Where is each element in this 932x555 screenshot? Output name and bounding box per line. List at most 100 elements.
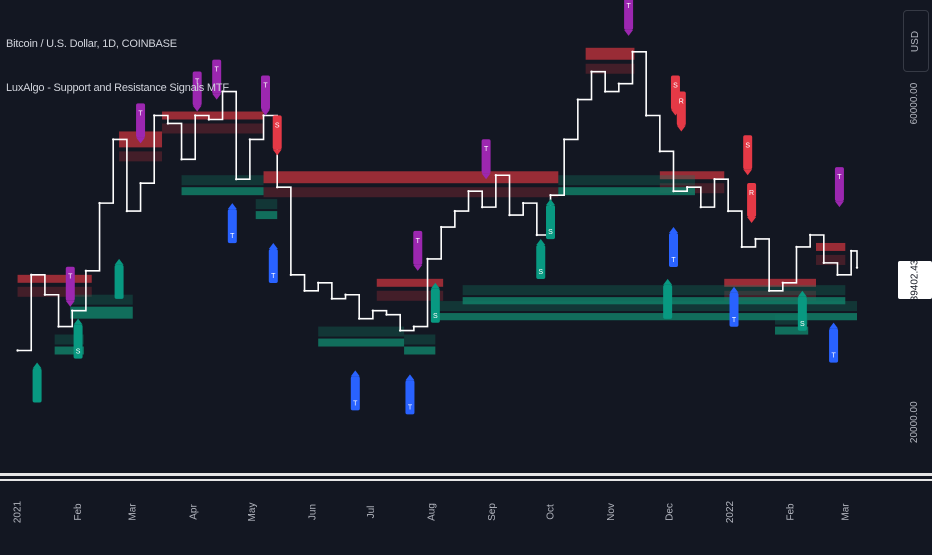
signal-arrow (729, 286, 739, 293)
price-point (289, 273, 293, 277)
signal-marker[interactable]: S (272, 115, 282, 156)
support-zone (775, 326, 809, 335)
signal-marker[interactable]: T (268, 242, 278, 283)
currency-button[interactable]: USD (903, 10, 929, 72)
signal-marker[interactable]: T (192, 71, 202, 112)
signal-text: T (138, 110, 143, 117)
signal-marker[interactable]: T (405, 374, 415, 415)
signal-label (829, 328, 839, 363)
price-point (276, 186, 279, 189)
signal-label (272, 115, 282, 150)
price-point (71, 309, 74, 312)
price-point (180, 158, 183, 161)
signal-arrow (227, 203, 237, 210)
signal-arrow (136, 137, 146, 144)
y-axis: 60000.00 20000.00 (909, 82, 920, 443)
signal-marker[interactable]: T (212, 59, 222, 100)
signal-arrow (192, 105, 202, 112)
resistance-zone (162, 111, 264, 120)
signal-arrow (114, 258, 124, 265)
price-point (740, 245, 744, 249)
support-zone (404, 346, 436, 355)
price-point (262, 114, 265, 117)
signal-label (676, 91, 686, 126)
price-point (30, 273, 33, 277)
price-point (412, 325, 416, 328)
price-point (767, 289, 771, 292)
signal-label (413, 230, 423, 265)
signal-label (136, 103, 146, 138)
support-zone (181, 187, 264, 196)
signal-marker[interactable]: T (829, 322, 839, 363)
signal-marker[interactable]: T (834, 167, 844, 208)
signal-marker[interactable]: R (676, 91, 686, 132)
price-point (521, 201, 525, 205)
signal-marker[interactable]: S (546, 199, 556, 240)
signal-arrow (834, 201, 844, 208)
x-tick-label: Apr (188, 504, 199, 520)
resistance-zone (585, 47, 635, 60)
signal-label (430, 288, 440, 323)
signal-arrow (350, 370, 360, 377)
signal-marker[interactable]: T (227, 203, 237, 244)
signal-marker[interactable]: S (743, 135, 753, 176)
signal-label (192, 71, 202, 106)
support-zone-shade (255, 199, 278, 210)
resistance-zone-shade (162, 123, 264, 134)
support-zone (558, 187, 695, 196)
price-point (57, 325, 60, 328)
signal-marker[interactable]: T (260, 75, 270, 116)
signal-marker[interactable]: R (747, 183, 757, 224)
price-point (453, 209, 457, 213)
signal-arrow (260, 109, 270, 116)
signal-marker[interactable] (114, 258, 124, 299)
signal-marker[interactable] (663, 278, 673, 319)
signal-marker[interactable]: S (536, 238, 546, 279)
resistance-zone-shade (119, 151, 163, 162)
signal-label (663, 284, 673, 319)
last-price-badge: 39402.43 (898, 259, 932, 301)
signal-arrow (430, 282, 440, 289)
price-point (139, 182, 142, 185)
resistance-zone-shade (17, 286, 92, 297)
price-point (153, 114, 156, 117)
signal-marker[interactable]: T (136, 103, 146, 144)
signal-text: T (230, 233, 235, 240)
signal-marker[interactable]: S (73, 318, 83, 359)
signal-marker[interactable] (32, 362, 42, 403)
signal-arrow (669, 227, 678, 234)
signal-text: T (353, 400, 358, 407)
signal-marker[interactable]: S (797, 290, 807, 331)
signal-marker[interactable]: T (481, 139, 491, 180)
x-tick-label: Dec (665, 503, 676, 521)
price-point (576, 98, 580, 101)
price-point (535, 233, 539, 237)
price-point (248, 138, 252, 141)
price-point (603, 90, 607, 93)
signal-arrow (743, 169, 753, 176)
signal-marker[interactable]: S (430, 282, 440, 323)
signal-marker[interactable]: T (413, 230, 423, 271)
price-point (672, 189, 675, 193)
price-point (480, 205, 484, 209)
indicator-title[interactable]: LuxAlgo - Support and Resistance Signals… (6, 82, 229, 94)
signal-label (536, 244, 546, 279)
x-tick-label: 2021 (13, 500, 24, 523)
resistance-zone (263, 171, 559, 184)
signal-marker[interactable]: T (65, 266, 75, 307)
signal-marker[interactable]: T (350, 370, 360, 411)
signal-text: S (673, 83, 678, 90)
signal-arrow (797, 290, 807, 297)
price-point (385, 313, 388, 316)
x-tick-label: Mar (840, 503, 851, 521)
signal-marker[interactable]: T (669, 227, 678, 268)
signal-marker[interactable]: T (624, 0, 634, 36)
signal-arrow (481, 173, 491, 180)
signal-arrow (272, 149, 282, 156)
x-tick-label: May (247, 503, 258, 522)
support-zone-shade (54, 334, 84, 345)
signal-marker[interactable]: T (729, 286, 739, 327)
signal-arrow (829, 322, 839, 329)
